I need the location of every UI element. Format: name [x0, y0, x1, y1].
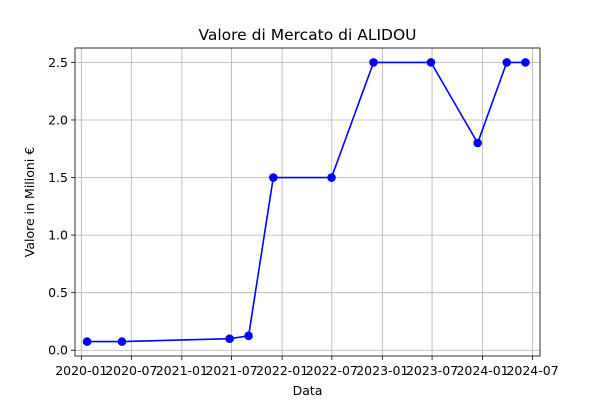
x-tick-label: 2020-01 — [55, 363, 107, 378]
chart-title: Valore di Mercato di ALIDOU — [198, 26, 416, 44]
x-tick-label: 2021-07 — [205, 363, 257, 378]
y-tick-label: 1.0 — [48, 228, 68, 243]
ticks: 2020-012020-072021-012021-072022-012022-… — [48, 55, 559, 378]
x-tick-label: 2023-01 — [356, 363, 408, 378]
y-tick-label: 2.0 — [48, 112, 68, 127]
y-tick-label: 0.5 — [48, 285, 68, 300]
x-tick-label: 2020-07 — [105, 363, 157, 378]
x-tick-label: 2022-01 — [256, 363, 308, 378]
x-tick-label: 2023-07 — [406, 363, 458, 378]
data-point — [327, 173, 336, 182]
series-layer — [82, 58, 530, 346]
data-point — [269, 173, 278, 182]
y-axis-label: Valore in Milioni € — [22, 147, 37, 257]
data-point — [82, 337, 92, 346]
y-tick-label: 1.5 — [48, 170, 68, 185]
data-point — [117, 337, 127, 346]
grid — [75, 48, 540, 356]
data-point — [369, 58, 378, 67]
x-tick-label: 2024-01 — [456, 363, 508, 378]
data-point — [426, 58, 436, 67]
y-tick-label: 0.0 — [48, 343, 68, 358]
x-tick-label: 2024-07 — [506, 363, 558, 378]
plot-area-frame — [74, 47, 541, 357]
data-point — [502, 58, 512, 67]
data-point — [225, 334, 234, 344]
data-point — [244, 331, 253, 341]
x-tick-label: 2021-01 — [156, 363, 208, 378]
data-point — [473, 138, 482, 148]
y-tick-label: 2.5 — [48, 55, 68, 70]
data-point — [521, 58, 530, 67]
series-line — [87, 61, 526, 343]
x-tick-label: 2022-07 — [306, 363, 358, 378]
x-axis-label: Data — [293, 383, 323, 398]
